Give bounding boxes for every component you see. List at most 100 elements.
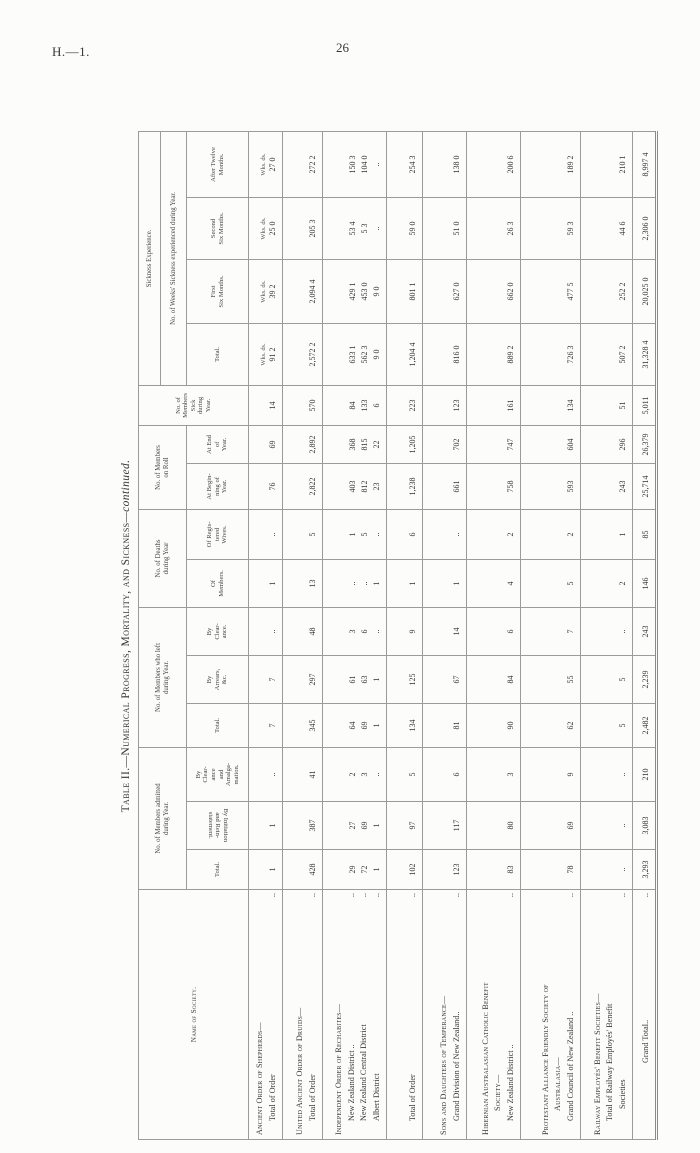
society-row-label-text: Total of Order (267, 1074, 277, 1121)
cell-value: 23 (372, 482, 381, 491)
data-cell: .... 1 (322, 559, 387, 608)
column-header: First Six Months. (186, 259, 249, 324)
cell-value: 9 0 (372, 349, 381, 360)
data-cell: 150 3 104 0.. (322, 131, 387, 198)
cell-value: 51 (618, 401, 627, 410)
data-cell: 296 (580, 425, 633, 464)
society-group-heading: Protestant Alliance Friendly Society of (540, 984, 550, 1135)
table-row: Independent Order of Rechabites— New Zeal… (322, 131, 387, 1140)
cell-value: 59 0 (408, 221, 417, 236)
data-cell: 59 3 (520, 197, 581, 260)
data-cell: 5 (386, 747, 423, 802)
data-cell: 26,379 (632, 425, 657, 464)
data-cell: 7 (248, 703, 283, 748)
data-cell: 25,714 (632, 463, 657, 510)
cell-value: 6 (360, 629, 369, 634)
data-cell: 243 (632, 607, 657, 656)
table-row: Railway Employés' Benefit Societies— Tota… (580, 131, 633, 1140)
table-row: Hibernian Australasian Catholic Benefit S… (466, 131, 521, 1140)
header-row: Name of Society. No. of Members admitted … (138, 131, 249, 1140)
society-row-label: New Zealand District .... (505, 893, 518, 1135)
data-cell: 210 (632, 747, 657, 802)
society-name-cell: Independent Order of Rechabites— New Zeal… (322, 889, 387, 1140)
data-cell: 2 3.. (322, 747, 387, 802)
cell-value: 81 (452, 721, 461, 730)
data-cell: 254 3 (386, 131, 423, 198)
cell-value: 150 3 (348, 155, 357, 174)
cell-value: .. (360, 581, 369, 586)
cell-value: .. (372, 772, 381, 777)
cell-value: .. (618, 772, 627, 777)
cell-value: 72 (360, 865, 369, 874)
data-cell: 1 5.. (322, 509, 387, 560)
society-row-label-text: Total of Order (407, 1074, 417, 1121)
column-group-header: No. of Members on Roll (138, 425, 187, 510)
leader-dots: .. (307, 893, 317, 898)
data-cell: 4 (466, 559, 521, 608)
table-body: Ancient Order of Shepherds— Total of Orde… (248, 131, 657, 1140)
leader-dots: .. (565, 893, 575, 898)
data-cell: 2,239 (632, 655, 657, 704)
data-cell: .. (422, 509, 467, 560)
cell-value: 91 2 (268, 347, 277, 362)
data-cell: 76 (248, 463, 283, 510)
cell-value: 2,094 4 (308, 279, 317, 304)
society-row-label: Albert District.. (371, 893, 384, 1135)
society-row-label: Grand Division of New Zealand.... (451, 893, 464, 1135)
cell-value: 5 (618, 723, 627, 728)
table-title: Table II.—Numerical Progress, Mortality,… (120, 130, 132, 1142)
cell-value: .. (348, 581, 357, 586)
cell-value: 6 (452, 772, 461, 777)
cell-value: 210 (641, 768, 650, 781)
cell-value: 61 (348, 675, 357, 684)
cell-value: 8,997 4 (641, 152, 650, 177)
society-group-heading: Railway Employés' Benefit Societies— (592, 993, 602, 1135)
data-cell: 5 (520, 559, 581, 608)
cell-value: 26,379 (641, 433, 650, 456)
leader-dots: .. (346, 893, 356, 898)
data-cell: 702 (422, 425, 467, 464)
society-name-cell: Hibernian Australasian Catholic Benefit S… (466, 889, 521, 1140)
cell-value: 41 (308, 770, 317, 779)
society-row-label: Grand Total.... (640, 893, 653, 1135)
society-name-cell: Sons and Daughters of Temperance— Grand D… (422, 889, 467, 1140)
table-row: Sons and Daughters of Temperance— Grand D… (422, 131, 467, 1140)
cell-value: 1 (452, 581, 461, 586)
data-cell: 3 6.. (322, 607, 387, 656)
data-cell: 428 (282, 849, 323, 890)
cell-value: 80 (506, 821, 515, 830)
data-cell: Wks. ds. 91 2 (248, 323, 283, 386)
data-cell: 2,094 4 (282, 259, 323, 324)
data-cell: 44 6 (580, 197, 633, 260)
cell-value: 297 (308, 673, 317, 686)
data-cell: 297 (282, 655, 323, 704)
data-cell: 117 (422, 801, 467, 850)
cell-value: 562 3 (360, 345, 369, 364)
cell-value: 7 (268, 677, 277, 682)
data-cell: Wks. ds. 39 2 (248, 259, 283, 324)
data-cell: 1,238 (386, 463, 423, 510)
column-group-header: No. of Members admitted during Year. (138, 747, 187, 890)
cell-value: 627 0 (452, 282, 461, 301)
cell-value: 6 (408, 532, 417, 537)
cell-value: 90 (506, 721, 515, 730)
cell-value: 134 (408, 719, 417, 732)
data-cell: Wks. ds. 25 0 (248, 197, 283, 260)
column-header: At Begin- ning of Year. (186, 463, 249, 510)
weeks-days-unit: Wks. ds. (260, 153, 267, 176)
data-cell: 61 63 1 (322, 655, 387, 704)
cell-value: 633 1 (348, 345, 357, 364)
data-cell: 889 2 (466, 323, 521, 386)
cell-value: .. (618, 629, 627, 634)
cell-value: 1 (618, 532, 627, 537)
cell-value: 67 (452, 675, 461, 684)
data-cell: 14 (422, 607, 467, 656)
cell-value: 84 (506, 675, 515, 684)
table-title-suffix: —continued. (120, 459, 132, 523)
data-cell: 661 (422, 463, 467, 510)
cell-value: 69 (566, 821, 575, 830)
cell-value: 55 (566, 675, 575, 684)
data-cell: 5 (282, 509, 323, 560)
data-cell: 134 (386, 703, 423, 748)
